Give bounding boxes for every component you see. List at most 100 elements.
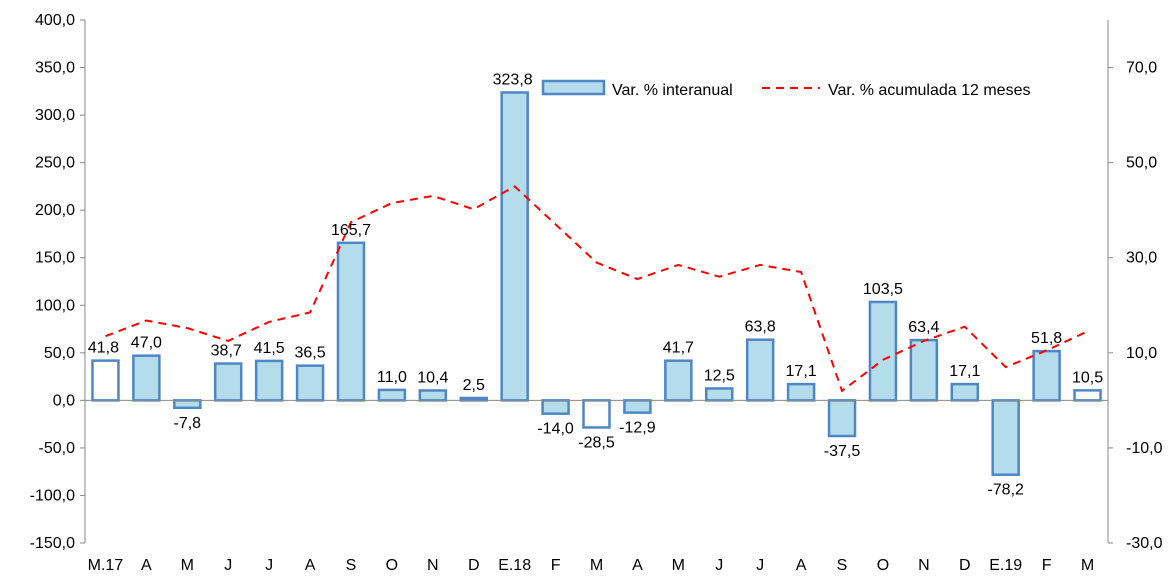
bar-value-label: 2,5	[463, 377, 485, 394]
left-tick-label: 50,0	[44, 345, 75, 362]
left-tick-label: -100,0	[30, 487, 75, 504]
bar	[377, 388, 407, 402]
bar-value-labels: 41,8 47,0 -7,8 38,7 41,5 36,5 165,7 11,0 10,4 2,5…	[88, 71, 1103, 498]
bar	[909, 338, 939, 402]
left-tick-label: 200,0	[35, 202, 75, 219]
bar-value-label: 41,8	[88, 340, 119, 357]
x-tick-label: O	[386, 557, 398, 574]
bar	[705, 387, 734, 402]
bar	[950, 382, 980, 402]
bar	[213, 362, 243, 402]
left-tick-label: 400,0	[35, 12, 75, 29]
bar-value-label: -28,5	[578, 434, 615, 451]
x-tick-label: M	[672, 557, 685, 574]
bar-value-label: 165,7	[331, 222, 371, 239]
bar-value-label: -37,5	[824, 443, 861, 460]
bar-value-label: -7,8	[174, 415, 202, 432]
x-tick-label: N	[918, 557, 930, 574]
bar-value-label: 63,4	[908, 319, 939, 336]
bar	[132, 354, 161, 402]
bar	[868, 300, 898, 402]
x-tick-label: D	[959, 557, 971, 574]
bar	[745, 338, 775, 402]
left-tick-label: 350,0	[35, 60, 75, 77]
left-tick-label: -150,0	[30, 535, 75, 552]
bar	[664, 359, 693, 402]
legend-label-line: Var. % acumulada 12 meses	[828, 82, 1030, 99]
bar-value-label: 36,5	[294, 345, 325, 362]
bar-value-label: 51,8	[1031, 330, 1062, 347]
bar	[418, 389, 448, 402]
x-tick-label: A	[632, 557, 643, 574]
line-series	[105, 185, 1088, 393]
bar-series	[91, 91, 1102, 476]
right-tick-label: 70,0	[1126, 60, 1157, 77]
bar	[541, 399, 570, 415]
bar-value-label: -78,2	[987, 482, 1024, 499]
left-axis: -150,0 -100,0 -50,0 0,0 50,0 100,0 150,0 200,0 2…	[30, 12, 86, 552]
legend-label-bar: Var. % interanual	[612, 82, 733, 99]
bar	[623, 399, 652, 414]
left-tick-label: 0,0	[53, 392, 75, 409]
x-tick-label: M	[1081, 557, 1094, 574]
x-tick-label: O	[877, 557, 889, 574]
legend: Var. % interanual Var. % acumulada 12 me…	[541, 79, 1030, 99]
bar	[500, 91, 529, 402]
bar	[254, 359, 284, 402]
x-tick-label: M	[181, 557, 194, 574]
bar-value-label: 11,0	[377, 369, 407, 386]
bar-value-label: 17,1	[949, 363, 980, 380]
bar	[827, 399, 857, 438]
bar-value-label: -14,0	[537, 421, 574, 438]
bar	[336, 241, 366, 402]
left-tick-label: 100,0	[35, 297, 75, 314]
left-tick-label: 250,0	[35, 155, 75, 172]
x-tick-label: J	[265, 557, 273, 574]
x-tick-label: M.17	[88, 557, 124, 574]
x-tick-label: A	[796, 557, 807, 574]
x-tick-label: E.19	[989, 557, 1022, 574]
x-axis: M.17 A M J J A S O N D E.18 F M A M J J A S O N D E.19 F M	[85, 399, 1108, 574]
right-tick-label: 50,0	[1126, 155, 1157, 172]
bar-value-label: 41,5	[254, 340, 285, 357]
x-tick-label: A	[141, 557, 152, 574]
x-tick-label: J	[715, 557, 723, 574]
bar	[991, 399, 1020, 476]
x-tick-label: A	[305, 557, 316, 574]
bar-value-label: 10,4	[417, 369, 448, 386]
bar	[173, 399, 202, 410]
right-axis: -30,0 -10,0 10,0 30,0 50,0 70,0	[1107, 20, 1163, 552]
left-tick-label: 300,0	[35, 107, 75, 124]
bar-value-label: 41,7	[663, 340, 694, 357]
bar-value-label: 38,7	[211, 343, 242, 360]
bar	[295, 364, 325, 402]
bar-value-label: 10,5	[1072, 369, 1103, 386]
x-tick-label: F	[1042, 557, 1052, 574]
bar	[582, 399, 611, 429]
legend-swatch-bar	[541, 79, 606, 96]
x-tick-label: N	[427, 557, 439, 574]
right-tick-label: 10,0	[1126, 345, 1157, 362]
right-tick-label: 30,0	[1126, 250, 1157, 267]
x-tick-label: E.18	[498, 557, 531, 574]
bar	[1073, 389, 1102, 402]
bar-value-label: -12,9	[619, 420, 656, 437]
bar-value-label: 103,5	[863, 281, 903, 298]
left-tick-label: -50,0	[39, 440, 76, 457]
bar-value-label: 12,5	[704, 367, 735, 384]
left-tick-label: 150,0	[35, 250, 75, 267]
right-tick-label: -10,0	[1126, 440, 1163, 457]
line-accumulated	[105, 185, 1088, 393]
bar	[786, 382, 816, 402]
bar-value-label: 47,0	[131, 335, 162, 352]
bar-value-label: 17,1	[786, 363, 817, 380]
x-tick-label: J	[756, 557, 764, 574]
bar	[91, 359, 120, 402]
x-tick-label: D	[468, 557, 480, 574]
bar-value-label: 323,8	[493, 71, 533, 88]
bar-value-label: 63,8	[745, 319, 776, 336]
x-tick-label: F	[551, 557, 561, 574]
right-tick-label: -30,0	[1126, 535, 1163, 552]
bar	[1032, 349, 1061, 402]
